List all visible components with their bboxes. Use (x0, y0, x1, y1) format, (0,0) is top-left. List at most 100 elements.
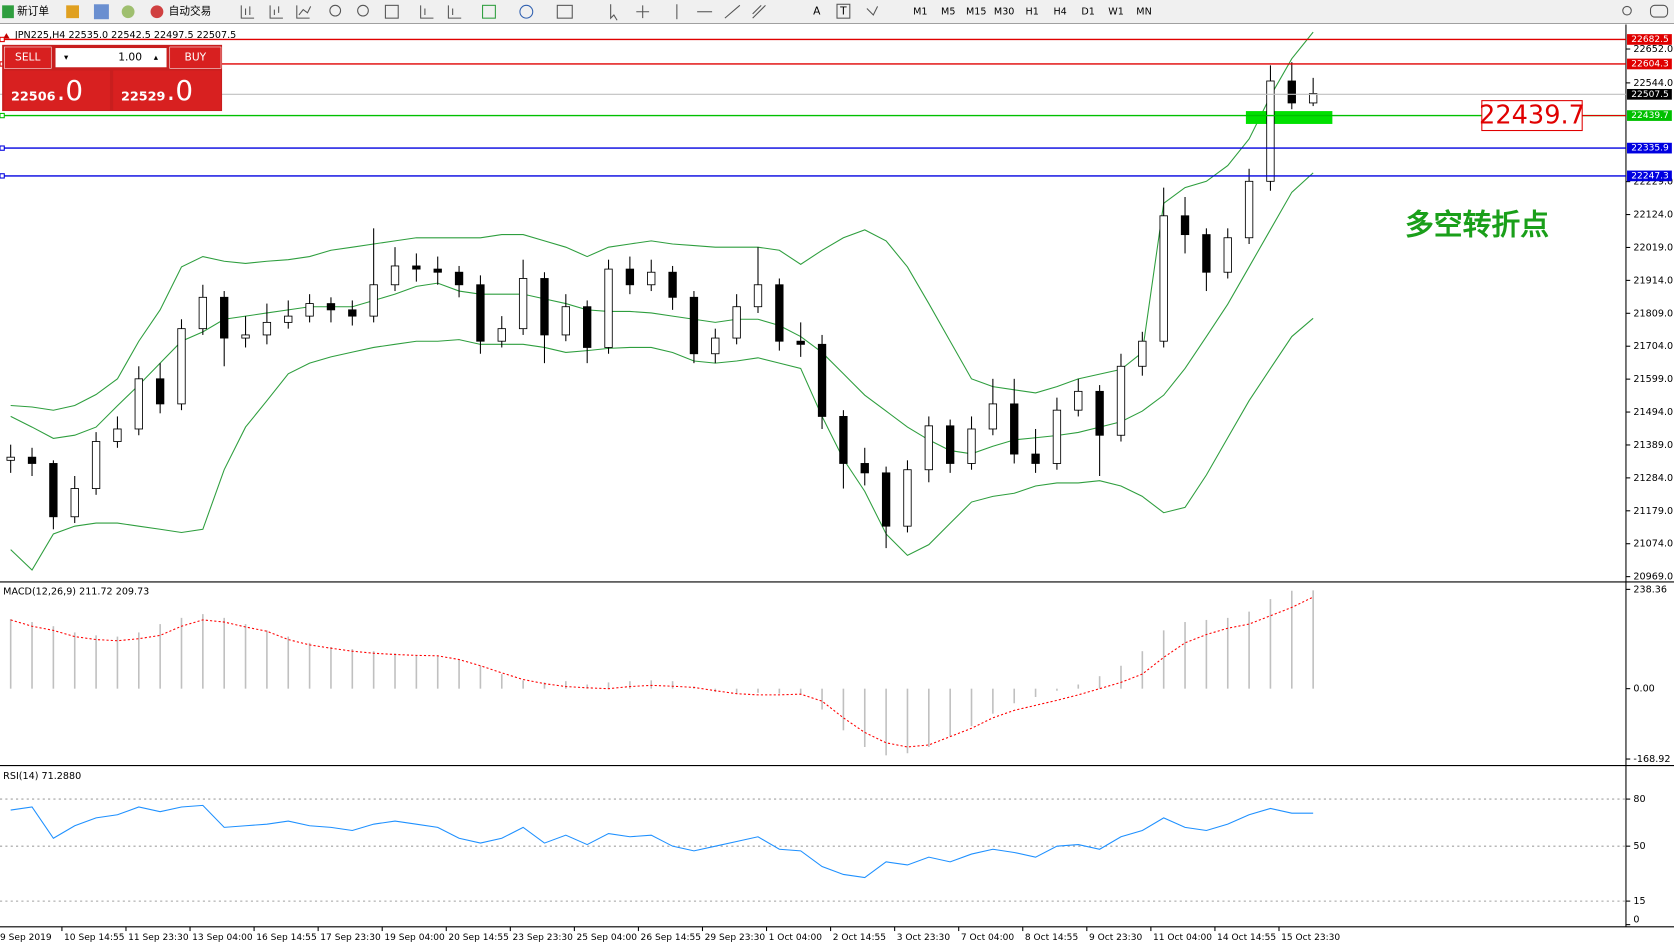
price-chart: JPN225,H4 22535.0 22542.5 22497.5 22507.… (0, 30, 1673, 943)
arrows-icon[interactable] (866, 6, 879, 16)
y-tick-label: 21389.0 (1633, 440, 1673, 451)
ask-price[interactable]: 22529 (121, 90, 166, 105)
candle-body (27, 456, 37, 464)
templates-icon[interactable] (556, 4, 573, 19)
shift-icon[interactable] (420, 5, 434, 19)
text-tool[interactable]: T (839, 5, 847, 18)
indicators-icon[interactable] (482, 4, 496, 19)
buy-label[interactable]: BUY (185, 51, 207, 64)
candle-body (1223, 237, 1232, 273)
x-tick-label: 9 Oct 23:30 (1089, 933, 1143, 943)
candle-icon[interactable] (269, 5, 283, 19)
candle-body (134, 378, 143, 430)
candle-body (412, 265, 421, 270)
candle-body (946, 425, 955, 464)
candle-body (177, 328, 186, 405)
new-order-icon[interactable] (2, 5, 14, 19)
x-tick-label: 13 Sep 04:00 (192, 933, 253, 943)
level-handle (0, 145, 5, 151)
zoom-out-icon[interactable] (357, 4, 369, 17)
x-tick-label: 17 Sep 23:30 (320, 933, 381, 943)
macd-panel: MACD(12,26,9) 211.72 209.73 238.36 0.00 -16… (3, 584, 1670, 765)
current-price-label: 22507.5 (1631, 90, 1668, 100)
candle-body (1010, 403, 1019, 455)
search-icon[interactable] (1622, 5, 1632, 16)
chat-icon[interactable] (1649, 4, 1669, 18)
candle-body (711, 337, 720, 355)
candle-body (1074, 390, 1083, 411)
level-label: 22247.3 (1631, 171, 1669, 181)
lot-value[interactable]: 1.00 (118, 51, 142, 64)
ask-fraction[interactable]: .0 (167, 74, 193, 107)
candle-body (454, 271, 464, 286)
trade-panel: SELL ▾ 1.00 ▴ BUY 22506 .0 22529 .0 (2, 44, 223, 112)
candle-body (817, 343, 827, 417)
y-tick-label: 0 (1633, 914, 1639, 925)
macd-signal (10, 596, 1314, 748)
trendline-icon[interactable] (724, 4, 741, 19)
annotation-price: 22439.7 (1479, 101, 1585, 131)
bid-box[interactable] (4, 70, 110, 110)
buy-button[interactable] (169, 46, 222, 69)
candle-body (1116, 365, 1126, 436)
sell-label[interactable]: SELL (15, 51, 40, 64)
autoscroll-icon[interactable] (447, 5, 462, 19)
candle-body (1308, 93, 1318, 104)
crosshair-icon[interactable] (636, 5, 650, 19)
sell-button[interactable] (4, 46, 52, 69)
bid-fraction[interactable]: .0 (57, 74, 83, 107)
new-order-button[interactable]: 新订单 (17, 5, 49, 18)
zoom-in-icon[interactable] (329, 4, 342, 17)
timeframe-button[interactable]: H4 (1053, 7, 1066, 18)
text-tool[interactable]: A (813, 5, 821, 18)
timeframe-button[interactable]: M15 (966, 7, 986, 18)
lot-down[interactable]: ▾ (64, 53, 69, 63)
candle-body (625, 268, 635, 286)
level-label: 22682.5 (1631, 35, 1668, 45)
candle-body (476, 284, 485, 342)
x-tick-label: 9 Sep 2019 (0, 933, 52, 943)
lot-up[interactable]: ▴ (154, 53, 159, 63)
cursor-icon[interactable] (610, 4, 618, 21)
y-tick-label: 0.00 (1633, 684, 1654, 695)
timeframe-button[interactable]: M30 (994, 7, 1014, 18)
periods-icon[interactable] (519, 4, 534, 19)
candle-body (1180, 215, 1190, 236)
timeframe-button[interactable]: W1 (1108, 7, 1124, 18)
y-tick-label: 21074.0 (1633, 539, 1673, 550)
candle-body (689, 296, 699, 355)
bar-chart-icon[interactable] (240, 5, 255, 19)
tool-icon[interactable] (121, 5, 135, 19)
x-tick-label: 23 Sep 23:30 (512, 933, 573, 943)
timeframe-bar: M1 M5 M15 M30 H1 H4 D1 W1 MN A T (813, 5, 1152, 18)
x-tick-label: 19 Sep 04:00 (384, 933, 445, 943)
candle-body (262, 321, 272, 336)
auto-trading-icon[interactable] (150, 5, 164, 19)
chart-title: JPN225,H4 22535.0 22542.5 22497.5 22507.… (14, 30, 236, 41)
candle-body (540, 278, 549, 336)
timeframe-button[interactable]: D1 (1081, 7, 1094, 18)
timeframe-button[interactable]: M5 (941, 7, 955, 18)
tool-icon[interactable] (66, 5, 80, 19)
lot-input[interactable] (55, 48, 167, 68)
tile-icon[interactable] (384, 4, 399, 19)
candle-body (860, 463, 869, 474)
timeframe-button[interactable]: MN (1136, 7, 1151, 18)
timeframe-button[interactable]: M1 (913, 7, 927, 18)
auto-trading-button[interactable]: 自动交易 (169, 5, 212, 18)
x-tick-label: 15 Oct 23:30 (1281, 933, 1340, 943)
candle-body (988, 403, 998, 430)
y-tick-label: 50 (1633, 841, 1645, 852)
y-tick-label: 21914.0 (1633, 275, 1673, 286)
level-label-box (1627, 170, 1672, 182)
tool-icon[interactable] (93, 4, 109, 20)
current-price-box (1627, 88, 1672, 100)
channel-icon[interactable] (752, 4, 766, 19)
timeframe-button[interactable]: H1 (1025, 7, 1038, 18)
line-icon[interactable] (296, 5, 312, 19)
toolbar-icons (240, 3, 1669, 21)
candle-body (732, 306, 741, 339)
bid-price[interactable]: 22506 (11, 90, 56, 105)
ask-box[interactable] (113, 70, 221, 110)
